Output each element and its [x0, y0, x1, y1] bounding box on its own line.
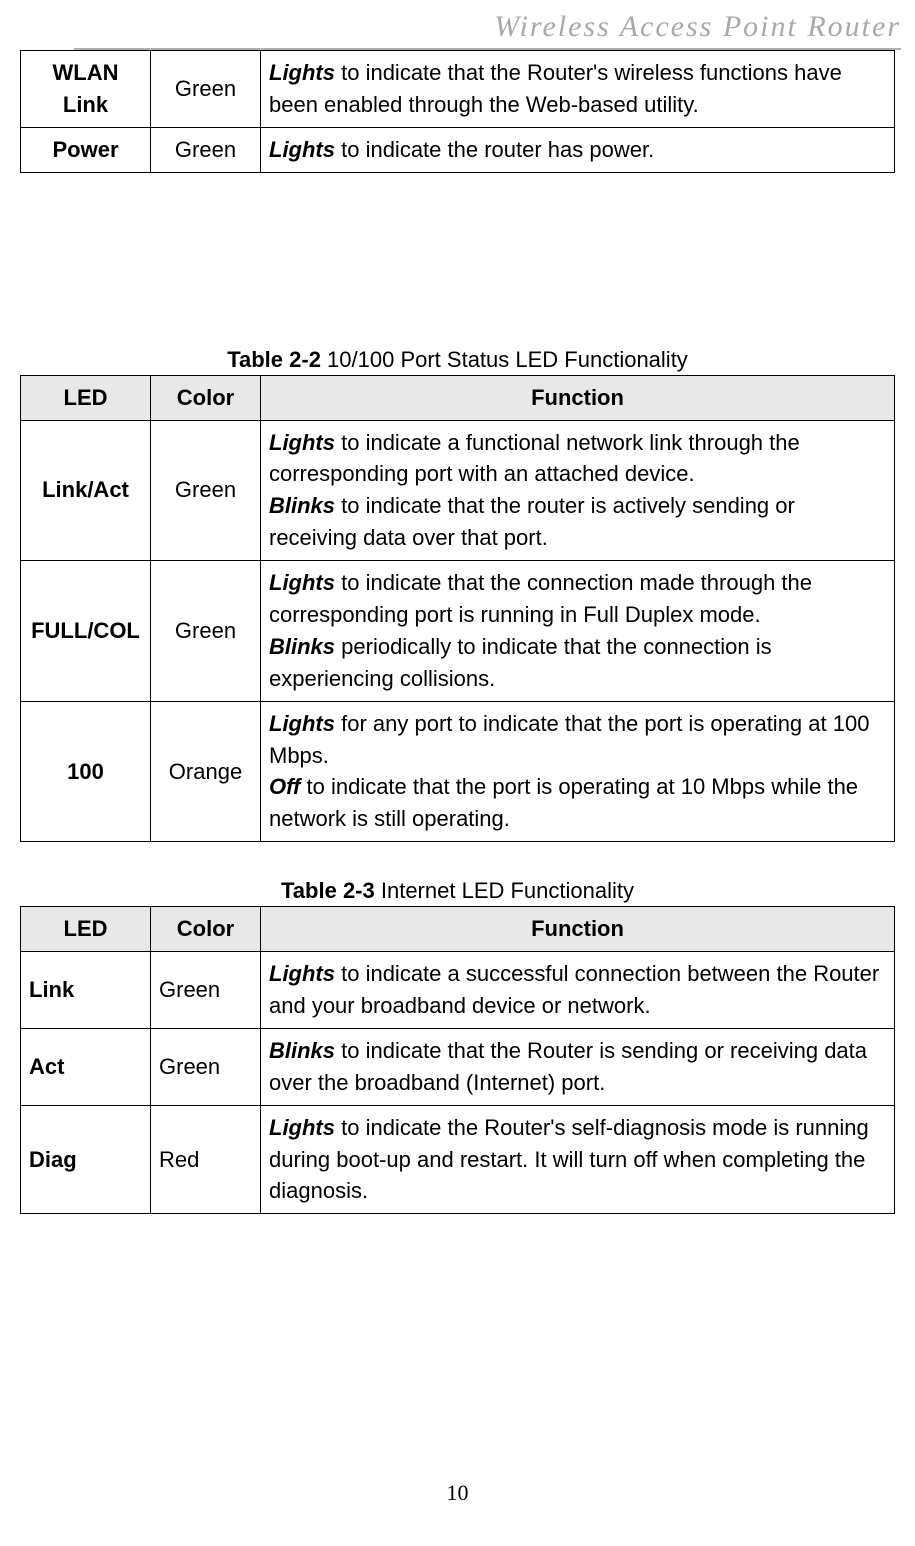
table-row: PowerGreenLights to indicate the router …	[21, 127, 895, 172]
table-row: LinkGreenLights to indicate a successful…	[21, 952, 895, 1029]
table2: LED Color Function Link/ActGreenLights t…	[20, 375, 895, 843]
cell-function: Lights to indicate that the Router's wir…	[261, 51, 895, 128]
cell-led: 100	[21, 701, 151, 842]
table2-caption-text: 10/100 Port Status LED Functionality	[321, 347, 688, 372]
table-row: Link/ActGreenLights to indicate a functi…	[21, 420, 895, 561]
cell-led: Power	[21, 127, 151, 172]
table3-caption-label: Table 2-3	[281, 878, 375, 903]
table-row: FULL/COLGreenLights to indicate that the…	[21, 561, 895, 702]
table2-header-color: Color	[151, 375, 261, 420]
page-number: 10	[0, 1480, 915, 1506]
cell-led: FULL/COL	[21, 561, 151, 702]
cell-led: WLAN Link	[21, 51, 151, 128]
cell-function: Lights for any port to indicate that the…	[261, 701, 895, 842]
table2-header-led: LED	[21, 375, 151, 420]
cell-color: Green	[151, 561, 261, 702]
table2-caption: Table 2-2 10/100 Port Status LED Functio…	[10, 347, 905, 373]
cell-function: Lights to indicate the Router's self-dia…	[261, 1105, 895, 1214]
table3-header-color: Color	[151, 907, 261, 952]
table-row: WLAN LinkGreenLights to indicate that th…	[21, 51, 895, 128]
table2-caption-label: Table 2-2	[227, 347, 321, 372]
cell-led: Diag	[21, 1105, 151, 1214]
cell-color: Green	[151, 952, 261, 1029]
cell-color: Orange	[151, 701, 261, 842]
cell-color: Green	[151, 1028, 261, 1105]
table-row: 100OrangeLights for any port to indicate…	[21, 701, 895, 842]
table3-header-led: LED	[21, 907, 151, 952]
table3: LED Color Function LinkGreenLights to in…	[20, 906, 895, 1214]
cell-function: Lights to indicate a successful connecti…	[261, 952, 895, 1029]
table-row: ActGreenBlinks to indicate that the Rout…	[21, 1028, 895, 1105]
cell-function: Lights to indicate the router has power.	[261, 127, 895, 172]
table-fragment-body: WLAN LinkGreenLights to indicate that th…	[21, 51, 895, 173]
table3-header-row: LED Color Function	[21, 907, 895, 952]
table2-header-row: LED Color Function	[21, 375, 895, 420]
cell-function: Lights to indicate a functional network …	[261, 420, 895, 561]
table-fragment: WLAN LinkGreenLights to indicate that th…	[20, 50, 895, 173]
table3-header-func: Function	[261, 907, 895, 952]
table2-header-func: Function	[261, 375, 895, 420]
cell-color: Green	[151, 127, 261, 172]
cell-color: Red	[151, 1105, 261, 1214]
spacer	[10, 173, 905, 343]
cell-color: Green	[151, 420, 261, 561]
cell-led: Link	[21, 952, 151, 1029]
table-row: DiagRedLights to indicate the Router's s…	[21, 1105, 895, 1214]
running-header: Wireless Access Point Router	[10, 10, 905, 44]
cell-led: Link/Act	[21, 420, 151, 561]
cell-color: Green	[151, 51, 261, 128]
table3-caption: Table 2-3 Internet LED Functionality	[10, 878, 905, 904]
cell-function: Lights to indicate that the connection m…	[261, 561, 895, 702]
spacer	[10, 842, 905, 874]
table3-body: LinkGreenLights to indicate a successful…	[21, 952, 895, 1214]
cell-function: Blinks to indicate that the Router is se…	[261, 1028, 895, 1105]
cell-led: Act	[21, 1028, 151, 1105]
table2-body: Link/ActGreenLights to indicate a functi…	[21, 420, 895, 842]
table3-caption-text: Internet LED Functionality	[375, 878, 634, 903]
page: Wireless Access Point Router WLAN LinkGr…	[0, 0, 915, 1546]
